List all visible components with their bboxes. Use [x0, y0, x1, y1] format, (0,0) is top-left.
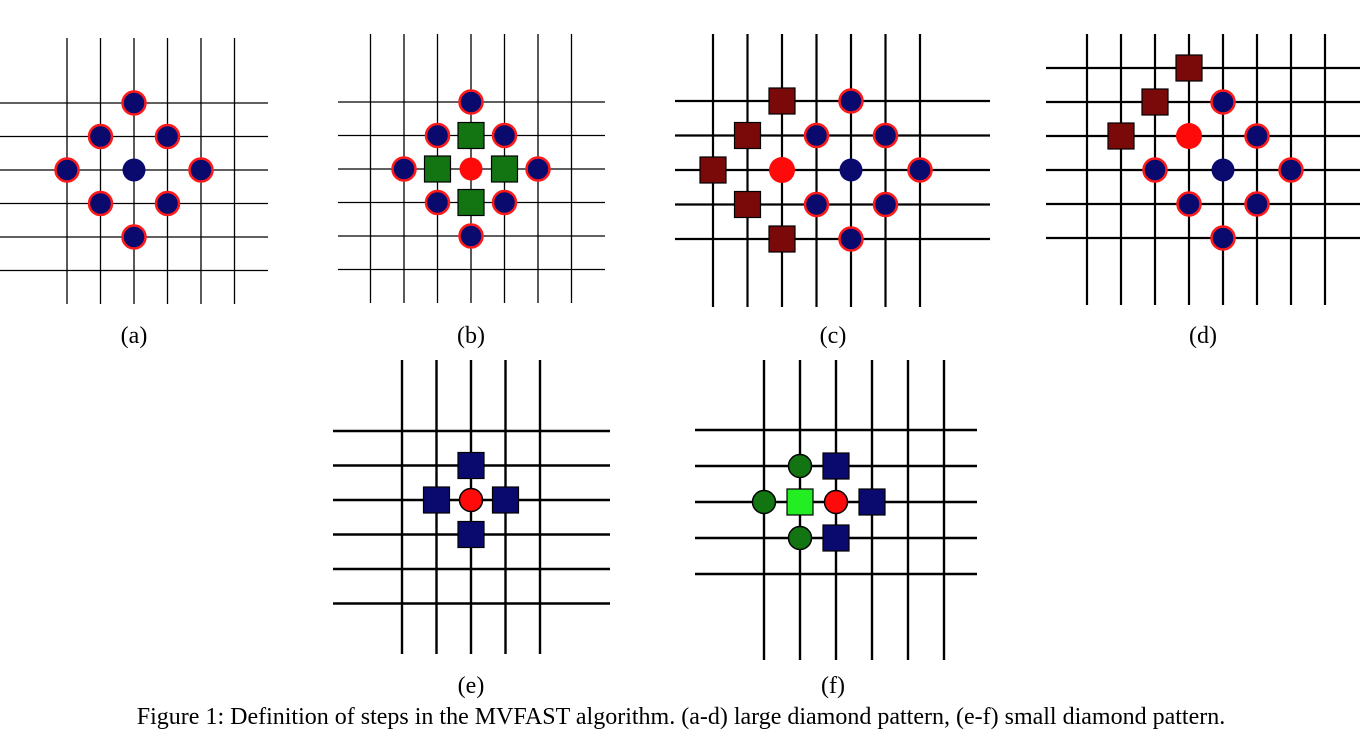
search-point-circle [1210, 89, 1236, 115]
search-point-circle [838, 226, 864, 252]
panel-a [0, 38, 268, 304]
panel-label-c: (c) [820, 323, 847, 349]
panel-b [338, 34, 605, 303]
search-point-square [733, 190, 762, 219]
search-point-circle [1211, 158, 1235, 182]
search-point-square [457, 188, 485, 217]
figure-caption: Figure 1: Definition of steps in the MVF… [137, 704, 1225, 730]
search-point-circle [154, 190, 181, 217]
search-point-square [457, 121, 485, 150]
search-point-circle [787, 453, 813, 479]
search-point-square [699, 156, 727, 184]
search-point-circle [87, 123, 114, 150]
search-point-circle [459, 157, 483, 181]
markers-d [1107, 54, 1304, 251]
panel-label-a: (a) [121, 323, 148, 349]
search-point-circle [1142, 157, 1168, 183]
search-point-circle [1210, 225, 1236, 251]
search-point-circle [803, 191, 830, 218]
search-point-circle [458, 223, 484, 249]
search-point-circle [907, 157, 933, 183]
panel-label-b: (b) [457, 323, 485, 349]
markers-b [391, 89, 551, 249]
search-point-square [768, 87, 796, 115]
search-point-circle [122, 158, 146, 182]
panel-label-f: (f) [821, 673, 845, 699]
markers-f [751, 452, 886, 552]
search-point-circle [872, 191, 899, 218]
search-point-circle [121, 90, 147, 116]
search-point-square [422, 486, 451, 514]
search-point-circle [872, 122, 899, 149]
search-point-square [1107, 122, 1135, 150]
search-point-circle [121, 224, 147, 250]
markers-c [699, 87, 933, 253]
search-point-circle [1176, 123, 1202, 149]
search-point-square [490, 155, 519, 183]
search-point-square [457, 451, 485, 480]
search-point-circle [458, 89, 484, 115]
search-point-circle [838, 88, 864, 114]
search-point-circle [424, 122, 451, 149]
search-point-square [1141, 88, 1169, 116]
search-point-square [423, 155, 452, 183]
search-point-circle [458, 487, 484, 513]
search-point-circle [1176, 191, 1202, 217]
panel-label-d: (d) [1189, 323, 1217, 349]
search-point-circle [787, 525, 813, 551]
search-point-circle [54, 157, 80, 183]
search-point-square [491, 486, 520, 514]
search-point-circle [391, 156, 417, 182]
search-point-circle [803, 122, 830, 149]
search-point-circle [823, 489, 849, 515]
search-point-square [822, 452, 850, 480]
search-point-circle [839, 158, 863, 182]
markers-e [422, 451, 520, 549]
grid-lines-d [1046, 34, 1360, 305]
search-point-circle [1244, 123, 1270, 149]
search-point-circle [424, 189, 451, 216]
search-point-square [733, 121, 762, 150]
panel-f [695, 360, 977, 660]
search-point-circle [751, 489, 777, 515]
panel-label-e: (e) [458, 673, 485, 699]
search-point-square [786, 488, 814, 516]
markers-a [54, 90, 214, 250]
search-point-square [457, 520, 485, 549]
search-point-circle [491, 189, 518, 216]
search-point-square [768, 225, 796, 253]
search-point-circle [87, 190, 114, 217]
search-point-circle [1278, 157, 1304, 183]
search-point-circle [1244, 191, 1270, 217]
search-point-square [822, 524, 850, 552]
search-point-circle [491, 122, 518, 149]
search-point-square [1175, 54, 1203, 82]
search-point-square [858, 488, 886, 516]
panel-e [333, 360, 610, 654]
search-point-circle [525, 156, 551, 182]
search-point-circle [188, 157, 214, 183]
panel-c [675, 34, 990, 307]
search-point-circle [154, 123, 181, 150]
search-point-circle [769, 157, 795, 183]
panel-d [1046, 34, 1360, 305]
